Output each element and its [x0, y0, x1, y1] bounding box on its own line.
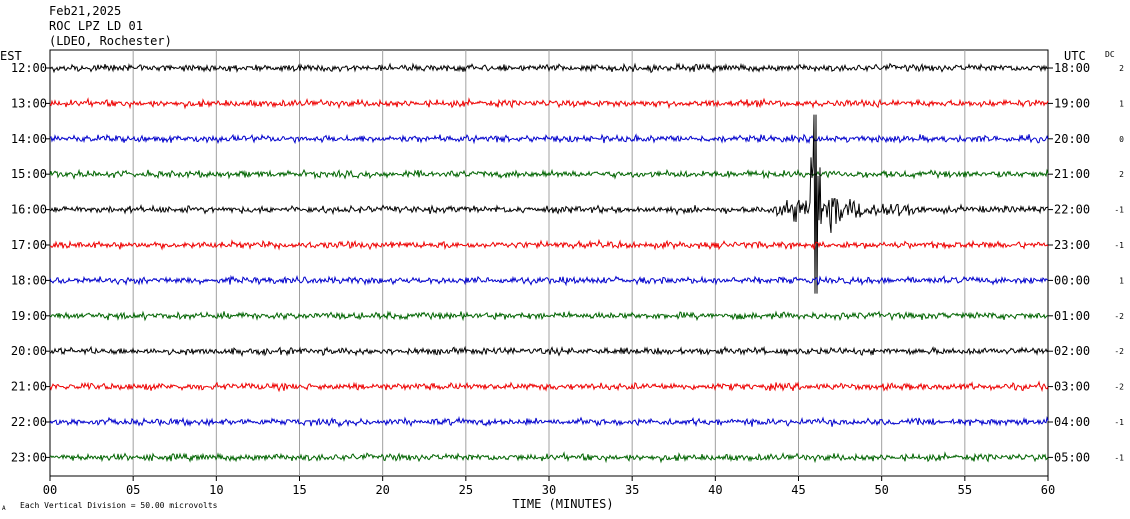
trace-2200	[49, 415, 1049, 428]
utc-label: 21:00	[1054, 167, 1090, 181]
est-label: 22:00	[11, 415, 47, 429]
scale-note: Each Vertical Division = 50.00 microvolt…	[20, 501, 218, 510]
dc-value: -1	[1114, 418, 1124, 427]
est-label: 14:00	[11, 132, 47, 146]
utc-label: 23:00	[1054, 238, 1090, 252]
dc-value: -1	[1114, 206, 1124, 215]
dc-value: 2	[1119, 64, 1124, 73]
est-axis-label: EST	[0, 49, 22, 63]
est-label: 20:00	[11, 344, 47, 358]
trace-1500	[49, 168, 1049, 180]
trace-2000	[49, 345, 1049, 357]
utc-label: 04:00	[1054, 415, 1090, 429]
utc-axis-label: UTC	[1064, 49, 1086, 63]
est-label: 18:00	[11, 273, 47, 287]
x-tick-label: 25	[459, 483, 473, 497]
x-axis-title: TIME (MINUTES)	[512, 497, 613, 511]
x-tick-label: 00	[43, 483, 57, 497]
dc-value: 1	[1119, 276, 1124, 285]
x-tick-label: 15	[292, 483, 306, 497]
x-tick-label: 40	[708, 483, 722, 497]
dc-header: DC	[1105, 50, 1115, 59]
utc-label: 02:00	[1054, 344, 1090, 358]
trace-1400	[49, 133, 1049, 145]
x-tick-label: 35	[625, 483, 639, 497]
utc-label: 20:00	[1054, 132, 1090, 146]
utc-label: 01:00	[1054, 309, 1090, 323]
dc-value: 2	[1119, 170, 1124, 179]
trace-2100	[49, 380, 1049, 393]
est-label: 13:00	[11, 96, 47, 110]
est-label: 23:00	[11, 450, 47, 464]
utc-label: 05:00	[1054, 450, 1090, 464]
utc-label: 00:00	[1054, 273, 1090, 287]
station-code: ROC LPZ LD 01	[49, 19, 143, 33]
trace-1900	[49, 310, 1049, 322]
trace-1700	[49, 238, 1049, 251]
dc-value: -2	[1114, 347, 1124, 356]
x-tick-label: 10	[209, 483, 223, 497]
est-label: 19:00	[11, 309, 47, 323]
chart-date: Feb21,2025	[49, 4, 122, 18]
utc-label: 19:00	[1054, 96, 1090, 110]
x-tick-label: 50	[874, 483, 888, 497]
dc-value: -2	[1114, 312, 1124, 321]
x-tick-label: 45	[791, 483, 805, 497]
x-tick-label: 55	[958, 483, 972, 497]
x-tick-label: 30	[542, 483, 556, 497]
trace-1800	[49, 274, 1049, 287]
dc-value: 1	[1119, 99, 1124, 108]
trace-1300	[49, 97, 1049, 110]
utc-label: 18:00	[1054, 61, 1090, 75]
x-tick-label: 05	[126, 483, 140, 497]
dc-value: -1	[1114, 453, 1124, 462]
est-label: 15:00	[11, 167, 47, 181]
x-tick-label: 20	[375, 483, 389, 497]
station-network: (LDEO, Rochester)	[49, 34, 172, 48]
utc-label: 22:00	[1054, 203, 1090, 217]
dc-value: 0	[1119, 135, 1124, 144]
trace-1200	[49, 62, 1049, 74]
est-label: 17:00	[11, 238, 47, 252]
est-label: 16:00	[11, 203, 47, 217]
x-tick-label: 60	[1041, 483, 1055, 497]
dc-value: -2	[1114, 383, 1124, 392]
est-label: 21:00	[11, 380, 47, 394]
trace-1600	[49, 114, 1049, 294]
dc-value: -1	[1114, 241, 1124, 250]
scale-marker: A	[2, 505, 6, 512]
trace-2300	[49, 451, 1049, 464]
utc-label: 03:00	[1054, 380, 1090, 394]
est-label: 12:00	[11, 61, 47, 75]
